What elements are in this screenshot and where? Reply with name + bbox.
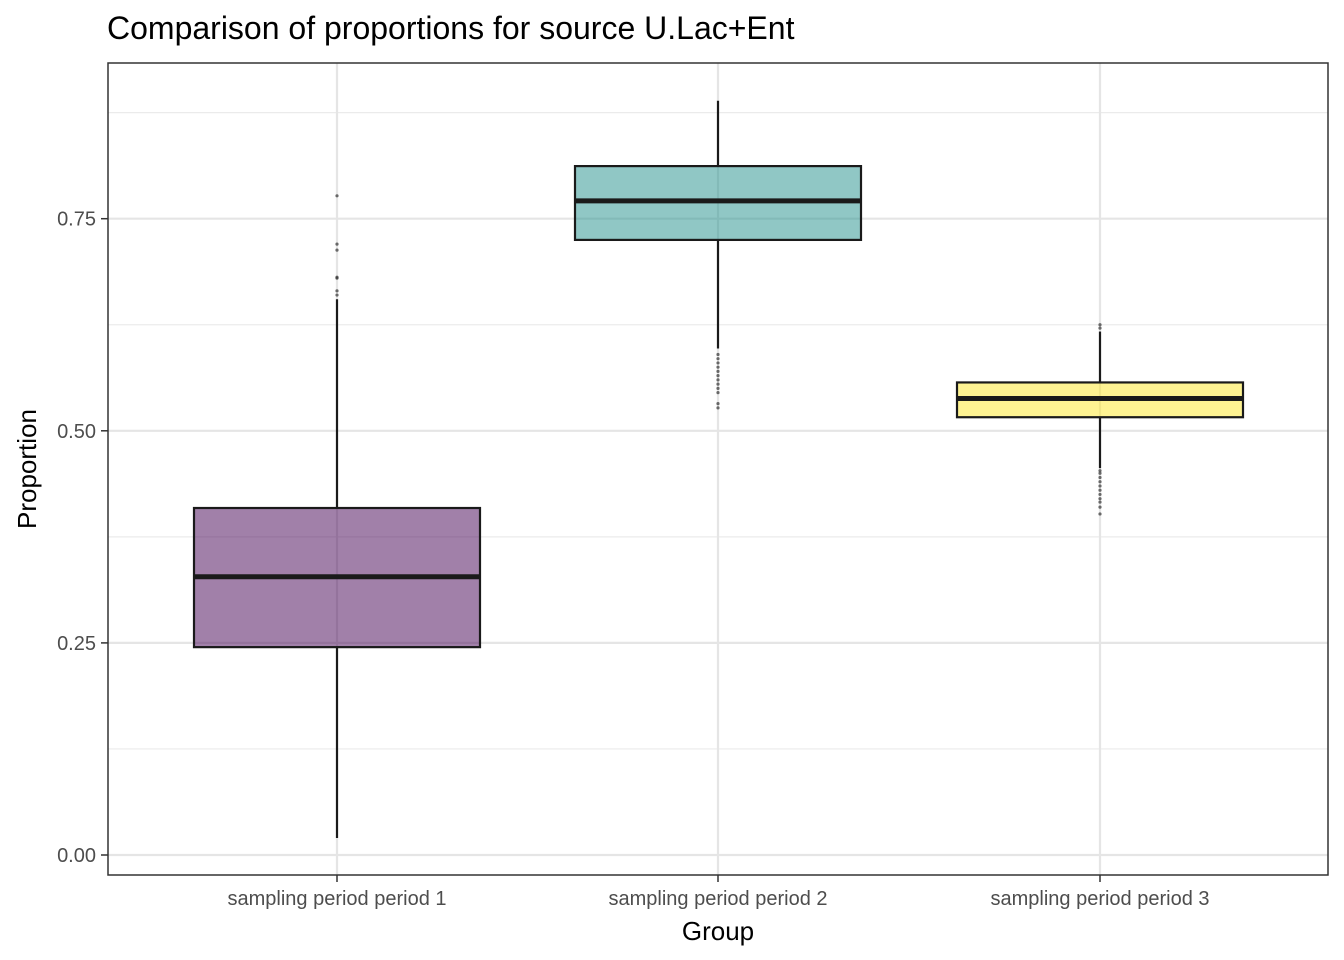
y-tick-label: 0.25: [57, 633, 96, 655]
outlier-point: [1098, 475, 1102, 480]
outlier-point: [716, 365, 720, 369]
outlier-point: [716, 374, 720, 378]
box-group: [955, 323, 1245, 516]
outlier-point: [1098, 484, 1102, 488]
outlier-point: [716, 391, 720, 395]
axes: 0.00 0.25 0.50 0.75 sampling period period 1…: [57, 209, 1209, 910]
outlier-point: [716, 361, 720, 365]
outlier-point: [716, 357, 720, 361]
outlier-point: [716, 352, 720, 357]
x-tick-label: sampling period period 3: [990, 888, 1209, 910]
outlier-point: [1098, 497, 1102, 501]
outlier-point: [335, 275, 339, 279]
outlier-point: [716, 402, 720, 406]
y-axis-title: Proportion: [12, 409, 42, 529]
outlier-point: [1098, 323, 1102, 327]
outlier-point: [335, 242, 339, 246]
y-tick-label: 0.75: [57, 209, 96, 231]
outlier-point: [1098, 500, 1102, 504]
outlier-point: [335, 194, 339, 198]
outlier-point: [1098, 469, 1102, 473]
y-tick-label: 0.50: [57, 421, 96, 443]
outlier-point: [716, 386, 720, 390]
chart-title: Comparison of proportions for source U.L…: [107, 10, 795, 46]
outlier-point: [1098, 326, 1102, 330]
y-tick-label: 0.00: [57, 845, 96, 867]
outlier-point: [716, 378, 720, 382]
x-tick-label: sampling period period 1: [227, 888, 446, 910]
box-group: [573, 100, 863, 410]
box-group: [192, 194, 482, 839]
outlier-point: [1098, 488, 1102, 492]
boxes: [192, 100, 1245, 839]
x-axis-title: Group: [682, 916, 754, 946]
outlier-point: [716, 406, 720, 410]
outlier-point: [1098, 512, 1102, 516]
outlier-point: [1098, 505, 1102, 509]
outlier-point: [1098, 471, 1102, 475]
outlier-point: [335, 293, 339, 297]
outlier-point: [1098, 492, 1102, 497]
outlier-point: [716, 382, 720, 386]
outlier-point: [335, 289, 339, 293]
x-tick-label: sampling period period 2: [608, 888, 827, 910]
outlier-point: [1098, 480, 1102, 484]
outlier-point: [335, 248, 339, 252]
outlier-point: [716, 369, 720, 374]
